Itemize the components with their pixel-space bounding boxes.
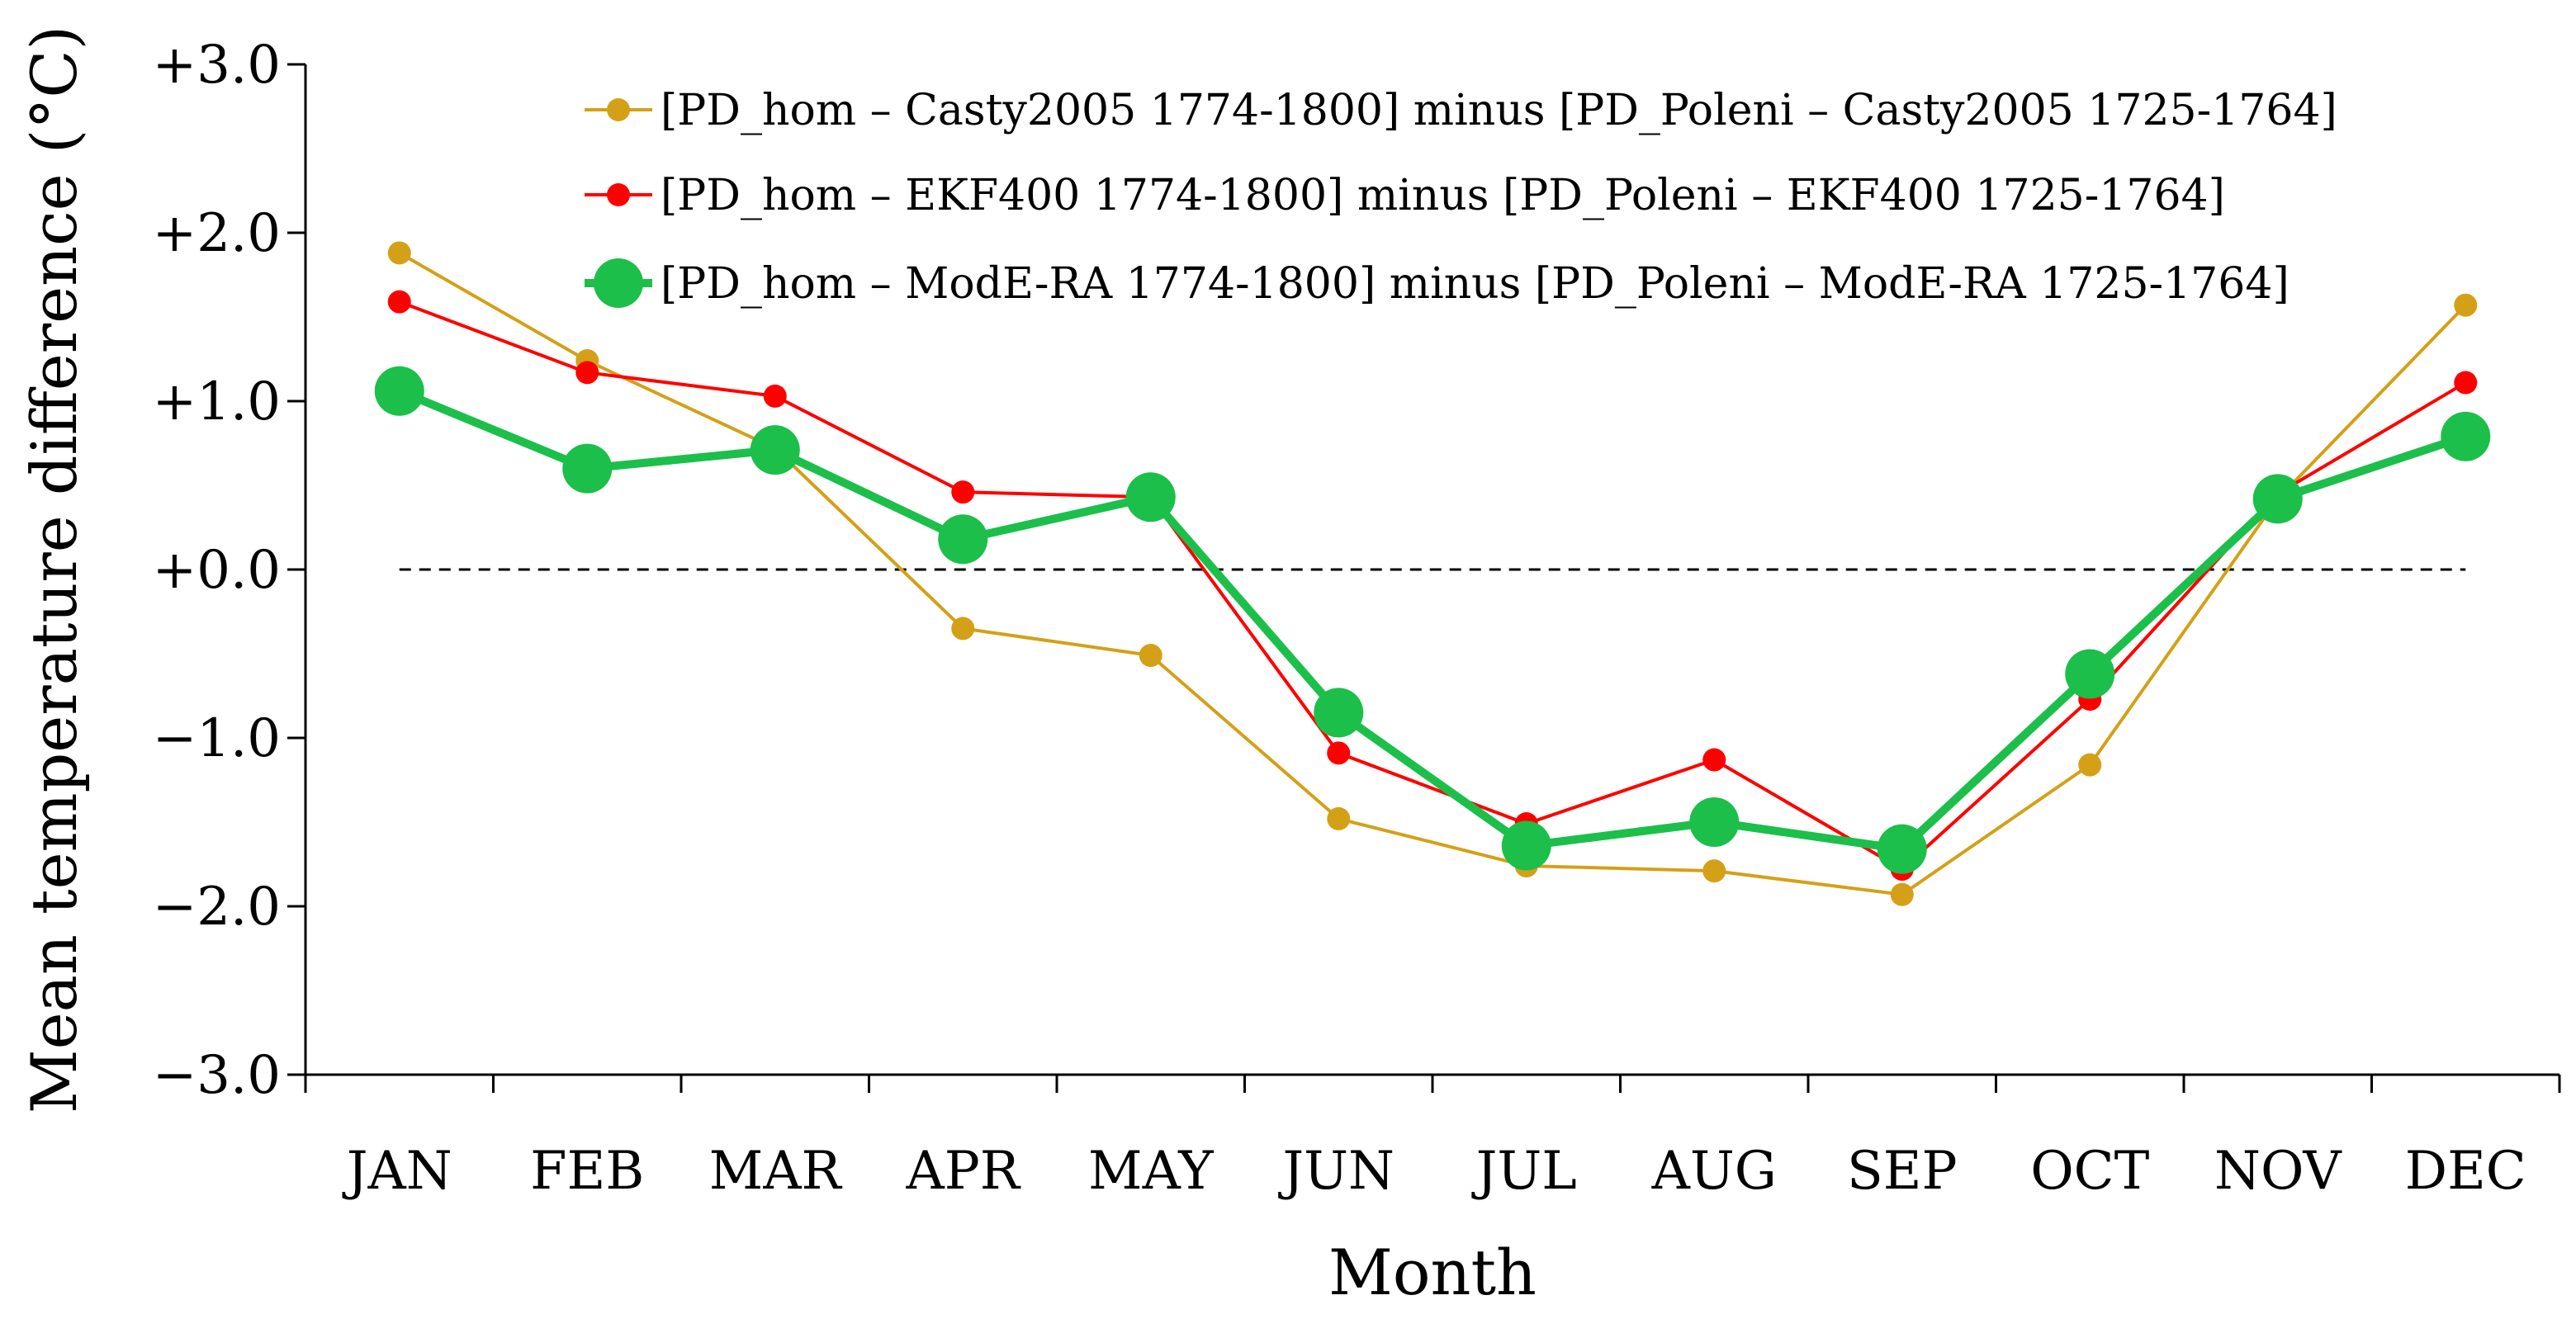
x-axis-title: Month: [1328, 1236, 1537, 1309]
x-tick-label: SEP: [1847, 1141, 1958, 1202]
series-3-point: [2441, 411, 2491, 461]
y-tick-label: −2.0: [153, 877, 281, 938]
series-line-3: [397, 387, 2467, 853]
series-1-point: [951, 617, 975, 641]
series-line-2: [399, 300, 2467, 872]
series-2-point: [387, 290, 411, 314]
series-1-point: [387, 241, 411, 265]
x-tick-label: JAN: [342, 1141, 452, 1202]
series-2-point: [575, 361, 599, 385]
x-tick-label: JUN: [1277, 1141, 1395, 1202]
series-3-point: [2252, 474, 2303, 524]
series-1-point: [1702, 859, 1726, 883]
series-2-point: [1327, 741, 1351, 765]
series-1-point: [1890, 882, 1914, 906]
legend-entry-label: [PD_hom – ModE-RA 1774-1800] minus [PD_P…: [661, 259, 2290, 309]
series-2-point: [2454, 371, 2478, 395]
y-tick-label: −3.0: [153, 1045, 281, 1106]
y-tick-label: +1.0: [153, 371, 281, 433]
series-1-point: [1327, 806, 1351, 830]
series-1-point: [2454, 293, 2478, 317]
series-line-1: [398, 251, 2467, 896]
series-3-point: [2065, 649, 2115, 699]
legend-marker: [607, 183, 630, 206]
legend-marker: [594, 258, 643, 308]
x-tick-label: OCT: [2030, 1141, 2149, 1202]
series-3-point: [750, 425, 800, 475]
x-tick-label: APR: [906, 1141, 1021, 1202]
series-3-point: [1689, 797, 1740, 847]
series-3-point: [1125, 472, 1176, 522]
series-1-point: [2078, 753, 2102, 777]
series-3-point: [1314, 688, 1364, 738]
series-3-point: [374, 366, 424, 416]
x-tick-label: MAR: [709, 1141, 843, 1202]
legend-entry-label: [PD_hom – Casty2005 1774-1800] minus [PD…: [661, 86, 2337, 135]
series-3-point: [562, 443, 613, 494]
series-3-point: [1877, 824, 1927, 874]
y-axis-title: Mean temperature difference (°C): [17, 26, 91, 1113]
legend-entry-label: [PD_hom – EKF400 1774-1800] minus [PD_Po…: [661, 171, 2225, 220]
x-tick-label: MAY: [1088, 1141, 1214, 1202]
x-tick-label: JUL: [1471, 1141, 1577, 1202]
series-2-point: [1702, 748, 1726, 772]
y-tick-label: −1.0: [153, 708, 281, 769]
legend-marker: [607, 98, 630, 121]
x-tick-label: NOV: [2214, 1141, 2342, 1202]
series-2-point: [951, 480, 975, 504]
series-3-point: [938, 514, 988, 565]
x-tick-label: FEB: [530, 1141, 644, 1202]
series-2-point: [763, 384, 787, 408]
series-1-point: [1139, 644, 1163, 668]
x-tick-label: AUG: [1651, 1141, 1777, 1202]
y-tick-label: +2.0: [153, 203, 281, 264]
y-tick-label: +0.0: [153, 540, 281, 601]
series-3-point: [1501, 820, 1551, 871]
x-tick-label: DEC: [2405, 1141, 2526, 1202]
y-tick-label: +3.0: [153, 35, 281, 96]
